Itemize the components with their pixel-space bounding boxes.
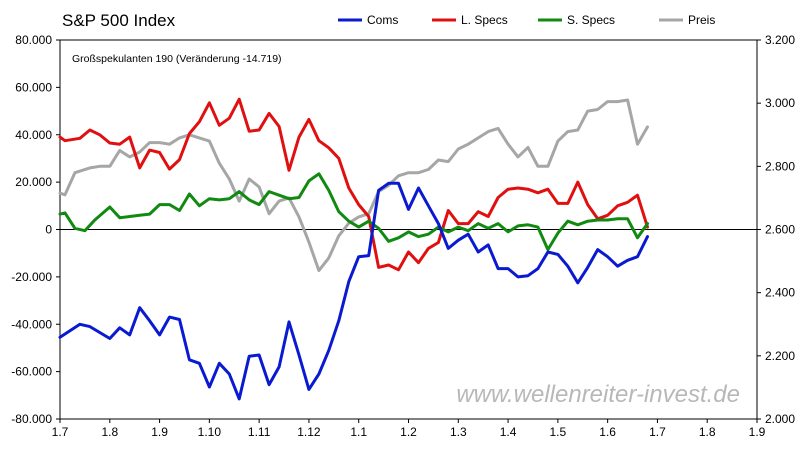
x-tick-label: 1.2	[400, 425, 417, 439]
x-tick-label: 1.8	[101, 425, 118, 439]
watermark: www.wellenreiter-invest.de	[456, 381, 740, 408]
y-right-tick-label: 3.200	[765, 33, 795, 47]
x-tick-label: 1.7	[52, 425, 69, 439]
y-right-tick-label: 2.200	[765, 349, 795, 363]
y-right-tick-label: 2.600	[765, 223, 795, 237]
legend-label-s-specs: S. Specs	[567, 13, 615, 27]
y-right-tick-label: 2.000	[765, 412, 795, 426]
x-tick-label: 1.11	[248, 425, 271, 439]
x-tick-label: 1.9	[749, 425, 766, 439]
y-left-tick-label: -80.000	[11, 412, 52, 426]
x-tick-label: 1.5	[550, 425, 567, 439]
y-left-tick-label: -40.000	[11, 317, 52, 331]
x-tick-label: 1.1	[350, 425, 367, 439]
x-tick-label: 1.8	[699, 425, 716, 439]
y-right-tick-label: 3.000	[765, 96, 795, 110]
y-left-tick-label: 60.000	[15, 80, 52, 94]
series-line-l-specs	[58, 97, 649, 272]
chart-subtitle: Großspekulanten 190 (Veränderung -14.719…	[72, 53, 282, 65]
y-right-tick-label: 2.400	[765, 286, 795, 300]
series-line-coms	[58, 181, 649, 401]
y-left-tick-label: 40.000	[15, 128, 52, 142]
y-left-tick-label: 20.000	[15, 175, 52, 189]
x-tick-label: 1.3	[450, 425, 467, 439]
x-tick-label: 1.7	[649, 425, 666, 439]
legend-label-l-specs: L. Specs	[461, 13, 508, 27]
y-left-tick-label: 80.000	[15, 33, 52, 47]
series-line-preis	[58, 98, 649, 273]
series-line-s-specs	[58, 172, 649, 252]
x-tick-label: 1.12	[297, 425, 321, 439]
y-right-tick-label: 2.800	[765, 159, 795, 173]
chart-title: S&P 500 Index	[62, 11, 176, 30]
legend-label-coms: Coms	[367, 13, 398, 27]
x-tick-label: 1.9	[151, 425, 168, 439]
x-tick-label: 1.10	[198, 425, 222, 439]
y-left-tick-label: -60.000	[11, 365, 52, 379]
y-left-tick-label: 0	[45, 223, 52, 237]
x-tick-label: 1.6	[599, 425, 616, 439]
x-tick-label: 1.4	[500, 425, 517, 439]
y-left-tick-label: -20.000	[11, 270, 52, 284]
legend-label-preis: Preis	[688, 13, 715, 27]
